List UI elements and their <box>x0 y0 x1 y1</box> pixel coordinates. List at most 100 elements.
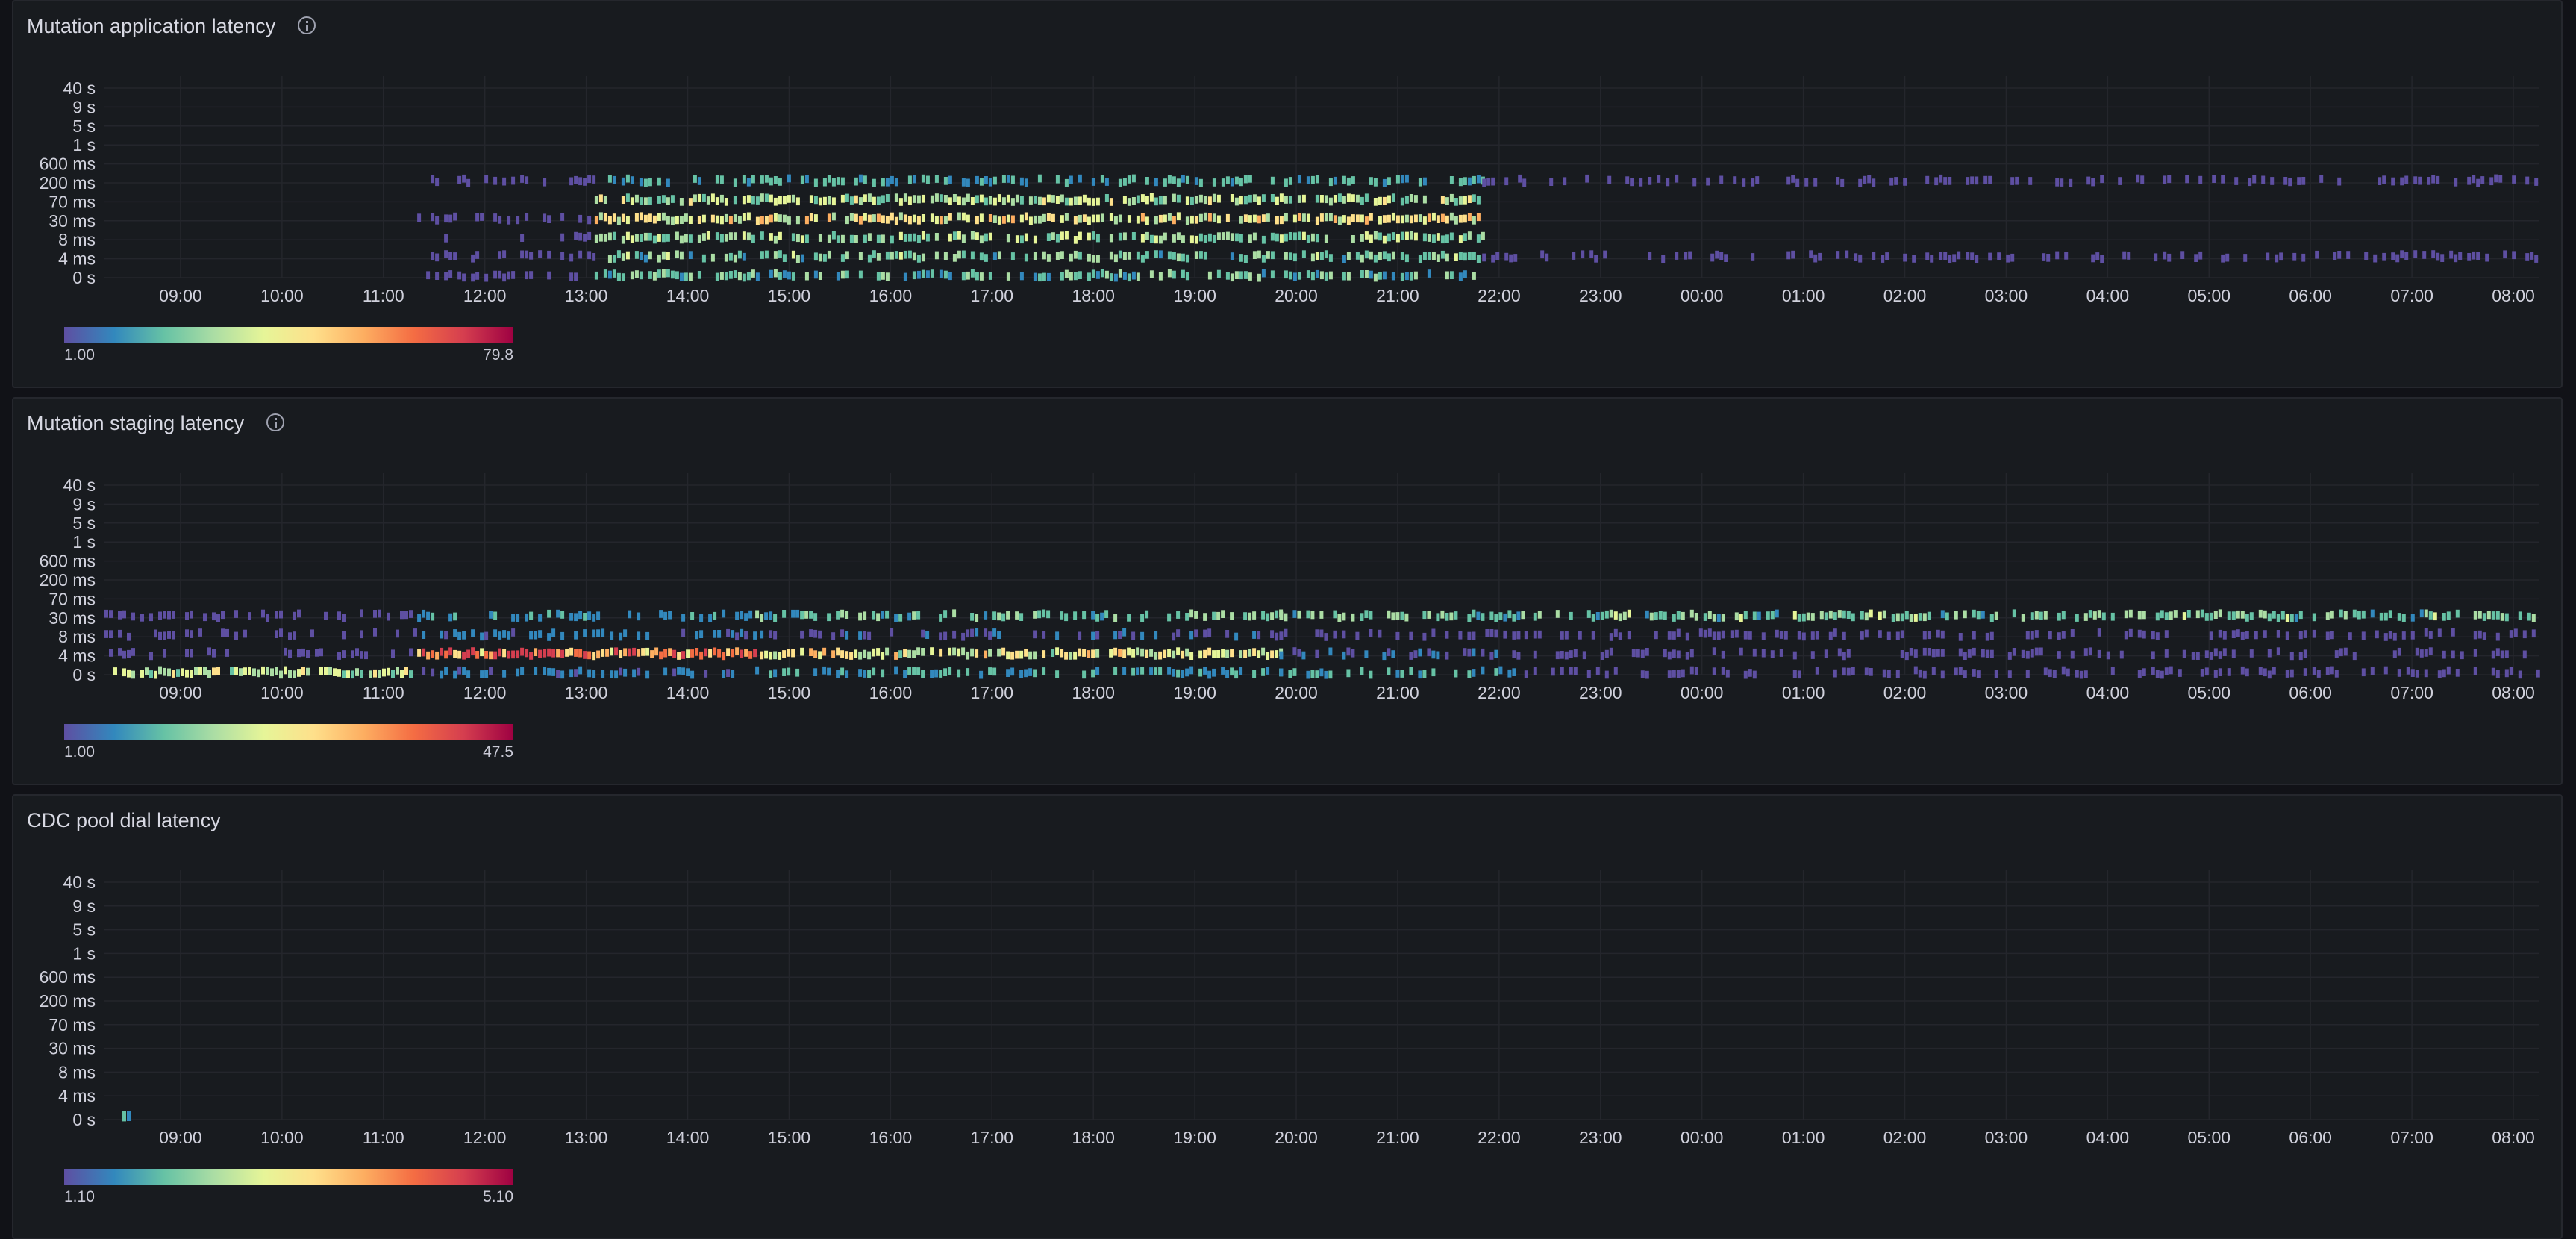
heatmap-cell <box>440 647 444 656</box>
heatmap-cell <box>1578 631 1582 640</box>
heatmap-cell <box>1118 631 1122 639</box>
heatmap-cell <box>2346 251 2351 259</box>
heatmap-cell <box>1252 251 1257 259</box>
heatmap-cell <box>2095 252 2100 260</box>
heatmap-cell <box>984 233 988 242</box>
heatmap-cell <box>1136 272 1140 281</box>
heatmap-cell <box>1364 650 1369 658</box>
heatmap-cell <box>952 647 957 656</box>
heatmap-cell <box>2404 252 2409 260</box>
heatmap-cell <box>1122 252 1127 260</box>
info-circle-icon[interactable] <box>298 16 316 34</box>
heatmap-cell <box>863 175 867 184</box>
heatmap-cell <box>2267 670 2272 679</box>
heatmap-cell <box>1346 216 1351 225</box>
heatmap-cell <box>1524 670 1528 678</box>
heatmap-cell <box>1019 670 1024 678</box>
panel-title[interactable]: Mutation staging latency <box>27 412 285 435</box>
heatmap-cell <box>939 269 943 278</box>
heatmap-cell <box>616 250 621 258</box>
heatmap-cell <box>663 611 668 620</box>
heatmap-cell <box>1355 252 1360 260</box>
heatmap-cell <box>1042 667 1046 675</box>
heatmap-cell <box>594 234 598 243</box>
heatmap-cell <box>2472 175 2476 184</box>
heatmap-cell <box>1922 670 1927 679</box>
heatmap-cell <box>1042 272 1046 281</box>
heatmap-cell <box>1337 193 1342 202</box>
heatmap-cell <box>2198 251 2203 260</box>
heatmap-cell <box>426 611 431 620</box>
heatmap-cell <box>1279 668 1284 677</box>
heatmap-cell <box>697 216 701 224</box>
heatmap-cell <box>288 649 292 658</box>
heatmap-cell <box>306 650 310 658</box>
panel-title[interactable]: Mutation application latency <box>27 15 316 38</box>
heatmap-cell <box>1364 610 1369 618</box>
heatmap-cell <box>979 235 984 244</box>
heatmap-cell <box>2249 612 2254 620</box>
heatmap-cell <box>1569 650 1573 658</box>
heatmap-cell <box>1198 178 1203 187</box>
heatmap-cell <box>728 216 733 225</box>
info-circle-icon[interactable] <box>266 413 285 431</box>
heatmap-cell <box>194 667 198 675</box>
heatmap-cell <box>621 196 625 204</box>
heatmap-cell <box>1418 648 1422 657</box>
heatmap-cell <box>324 667 328 675</box>
heatmap-cell <box>607 216 612 225</box>
heatmap-cell <box>2028 177 2033 185</box>
heatmap-cell <box>1140 631 1145 640</box>
heatmap-cell <box>569 669 574 678</box>
heatmap-cell <box>355 648 359 656</box>
heatmap-cell <box>1734 629 1739 638</box>
heatmap-cell <box>607 255 612 263</box>
heatmap-cell <box>507 631 511 640</box>
heatmap-cell <box>163 667 166 676</box>
heatmap-cell <box>109 630 113 638</box>
heatmap-cell <box>360 651 363 659</box>
heatmap-cell <box>1015 235 1019 243</box>
heatmap-cell <box>1145 610 1149 619</box>
heatmap-cell <box>697 234 701 243</box>
heatmap-cell <box>724 198 728 206</box>
heatmap-cell <box>755 216 760 225</box>
heatmap-cell <box>1060 251 1064 259</box>
heatmap-cell <box>1472 175 1476 184</box>
heatmap-cell <box>1792 611 1797 620</box>
heatmap-cell <box>185 612 189 620</box>
heatmap-cell <box>1954 611 1958 620</box>
heatmap-cell <box>2504 669 2509 678</box>
heatmap-cell <box>827 175 831 183</box>
heatmap-cell <box>2301 177 2306 185</box>
heatmap-cell <box>2352 609 2357 618</box>
heatmap-cell <box>1837 648 1842 657</box>
heatmap-cell <box>1055 647 1060 655</box>
heatmap-cell <box>2303 668 2307 676</box>
heatmap-cell <box>804 272 809 281</box>
heatmap-cell <box>1355 214 1360 223</box>
heatmap-cell <box>748 651 753 659</box>
heatmap-cell <box>1854 253 1858 261</box>
heatmap-cell <box>1458 272 1463 281</box>
heatmap-cell <box>867 233 872 241</box>
heatmap-cell <box>1257 250 1261 259</box>
heatmap-cell <box>2315 250 2319 259</box>
heatmap-cell <box>2512 251 2516 260</box>
heatmap-cell <box>288 632 292 640</box>
heatmap-cell <box>885 647 890 656</box>
heatmap-cell <box>1279 193 1284 202</box>
heatmap-cell <box>988 667 992 675</box>
heatmap-cell <box>1537 630 1542 639</box>
heatmap-cell <box>1703 629 1707 638</box>
heatmap-cell <box>225 628 229 637</box>
heatmap-cell <box>921 648 925 656</box>
heatmap-cell <box>885 272 890 281</box>
panel-title[interactable]: CDC pool dial latency <box>27 809 221 832</box>
heatmap-cell <box>1198 194 1203 203</box>
heatmap-cell <box>979 272 984 281</box>
heatmap-cell <box>1095 667 1100 675</box>
heatmap-cell <box>448 214 453 223</box>
heatmap-cell <box>1239 254 1243 262</box>
heatmap-cell <box>885 251 890 260</box>
